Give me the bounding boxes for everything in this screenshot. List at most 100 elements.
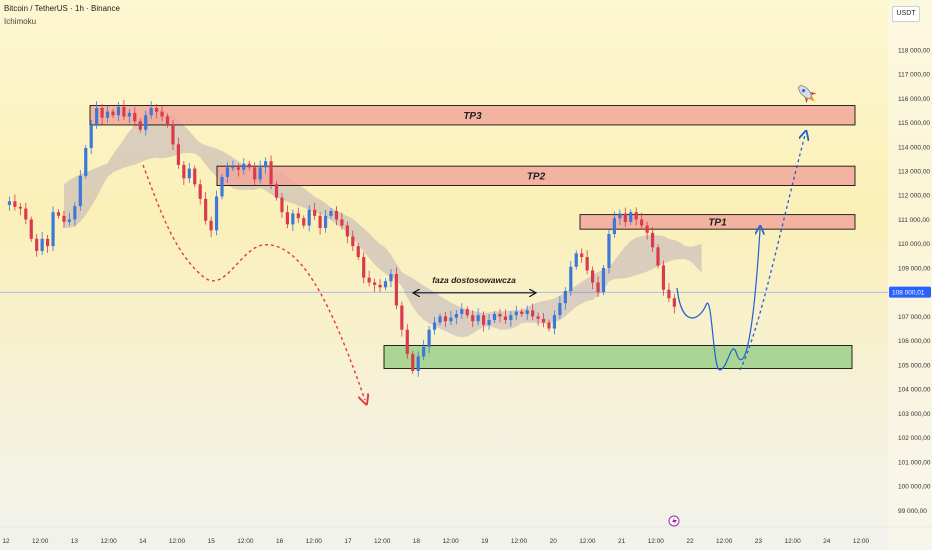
candle-body: [405, 329, 409, 354]
y-tick-label: 99 000,00: [898, 508, 927, 515]
target-zone-tp3: [89, 105, 856, 126]
candle-body: [56, 212, 61, 216]
candle-body: [51, 212, 55, 247]
candle-body: [454, 313, 458, 318]
candle-body: [329, 210, 333, 216]
x-tick-label: 20: [550, 538, 558, 545]
candle-body: [89, 124, 93, 148]
candle-body: [656, 247, 660, 266]
y-tick-label: 103 000,00: [898, 411, 931, 418]
candle-body: [661, 265, 666, 290]
candle-body: [607, 234, 611, 268]
candle-body: [411, 353, 415, 371]
candle-body: [176, 144, 180, 165]
candle-body: [618, 213, 622, 219]
candle-body: [416, 356, 420, 371]
candle-body: [541, 318, 546, 323]
x-tick-label: 12:00: [306, 538, 323, 545]
candle-body: [40, 238, 44, 251]
candle-body: [264, 161, 268, 168]
candle-body: [503, 316, 507, 321]
candle-body: [171, 124, 175, 145]
candle-body: [127, 112, 131, 117]
x-tick-label: 22: [686, 538, 694, 545]
y-tick-label: 109 000,00: [898, 265, 931, 272]
candle-body: [471, 315, 475, 322]
candle-body: [296, 213, 300, 219]
x-tick-label: 23: [755, 538, 763, 545]
candle-body: [650, 232, 655, 248]
candle-body: [612, 218, 616, 235]
candle-body: [634, 212, 638, 220]
candle-body: [389, 274, 393, 282]
candle-body: [351, 236, 355, 247]
candle-body: [323, 215, 328, 228]
x-tick-label: 12:00: [579, 538, 596, 545]
candle-body: [111, 111, 115, 116]
candle-body: [383, 281, 388, 288]
candle-body: [340, 219, 344, 226]
candle-body: [373, 282, 377, 285]
candle-body: [291, 213, 295, 225]
y-tick-label: 113 000,00: [898, 168, 930, 175]
support-zone: [383, 345, 853, 369]
candle-body: [35, 238, 39, 251]
y-tick-label: 102 000,00: [898, 435, 931, 442]
candle-body: [269, 161, 273, 185]
candle-body: [46, 238, 50, 247]
candle-body: [378, 284, 382, 288]
candle-body: [198, 184, 202, 199]
candle-body: [242, 163, 246, 170]
x-tick-label: 12:00: [853, 538, 870, 545]
candle-body: [672, 298, 676, 307]
candle-body: [482, 315, 486, 325]
currency-unit-button[interactable]: USDT: [892, 6, 920, 22]
indicator-legend[interactable]: Ichimoku: [4, 17, 37, 26]
y-tick-label: 112 000,00: [898, 193, 930, 200]
x-tick-label: 12:00: [648, 538, 665, 545]
candle-body: [585, 257, 589, 271]
candle-body: [574, 253, 578, 267]
x-tick-label: 13: [71, 538, 79, 545]
y-tick-label: 104 000,00: [898, 387, 931, 394]
current-price-value: 108 000,01: [892, 290, 925, 297]
candle-body: [345, 225, 349, 237]
candle-body: [498, 313, 502, 317]
candle-body: [569, 266, 573, 291]
candle-body: [580, 253, 584, 258]
x-tick-label: 12:00: [374, 538, 391, 545]
x-tick-label: 12: [2, 538, 10, 545]
candle-body: [667, 289, 671, 299]
candle-body: [209, 220, 213, 231]
candle-body: [449, 317, 453, 322]
x-tick-label: 12:00: [237, 538, 254, 545]
candle-body: [400, 305, 404, 330]
candle-body: [155, 107, 159, 112]
candle-body: [225, 167, 230, 178]
candle-body: [105, 111, 110, 118]
candle-body: [78, 175, 82, 207]
x-tick-label: 12:00: [100, 538, 117, 545]
candle-body: [394, 274, 398, 306]
candle-body: [302, 218, 306, 226]
x-tick-label: 18: [413, 538, 421, 545]
candle-body: [601, 267, 606, 293]
x-tick-label: 14: [139, 538, 147, 545]
candle-body: [73, 206, 77, 220]
candle-body: [193, 168, 197, 185]
range-annotation: faza dostosowawcza: [432, 275, 516, 285]
candle-body: [29, 219, 33, 239]
y-tick-label: 110 000,00: [898, 241, 930, 248]
y-tick-label: 107 000,00: [898, 314, 931, 321]
zone-label-tp1: TP1: [708, 217, 727, 228]
target-zone-tp2: [216, 165, 856, 186]
symbol-title[interactable]: Bitcoin / TetherUS · 1h · Binance: [4, 4, 120, 13]
candle-body: [356, 246, 360, 258]
candle-body: [623, 213, 627, 222]
candle-body: [7, 201, 12, 205]
candle-body: [460, 309, 464, 314]
candle-body: [133, 112, 137, 122]
candle-body: [465, 309, 469, 316]
